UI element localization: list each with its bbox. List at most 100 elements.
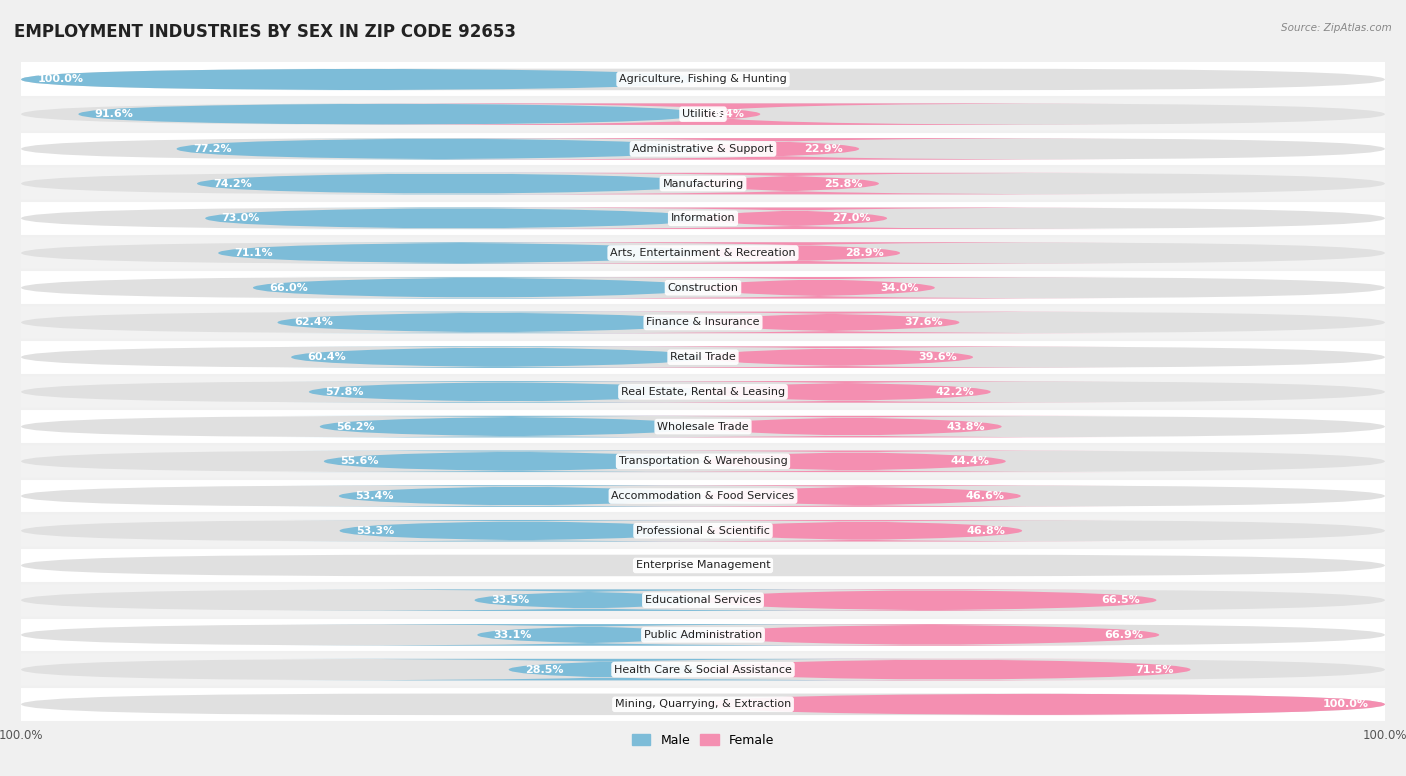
Text: Finance & Insurance: Finance & Insurance (647, 317, 759, 327)
FancyBboxPatch shape (568, 381, 1126, 403)
FancyBboxPatch shape (218, 242, 703, 264)
FancyBboxPatch shape (79, 103, 703, 125)
Text: Retail Trade: Retail Trade (671, 352, 735, 362)
Text: 60.4%: 60.4% (308, 352, 346, 362)
Text: Utilities: Utilities (682, 109, 724, 120)
FancyBboxPatch shape (280, 451, 747, 472)
Text: Educational Services: Educational Services (645, 595, 761, 605)
FancyBboxPatch shape (21, 694, 1385, 715)
Bar (21, 375, 1385, 409)
FancyBboxPatch shape (253, 277, 703, 299)
Text: 71.1%: 71.1% (235, 248, 273, 258)
Bar (21, 479, 1385, 514)
FancyBboxPatch shape (21, 242, 1385, 264)
Text: Source: ZipAtlas.com: Source: ZipAtlas.com (1281, 23, 1392, 33)
Text: 46.6%: 46.6% (966, 491, 1004, 501)
Text: 100.0%: 100.0% (38, 74, 83, 85)
Text: 27.0%: 27.0% (832, 213, 870, 223)
FancyBboxPatch shape (456, 173, 1126, 194)
FancyBboxPatch shape (703, 624, 1159, 646)
FancyBboxPatch shape (21, 624, 1385, 646)
Bar (21, 62, 1385, 97)
Text: Real Estate, Rental & Leasing: Real Estate, Rental & Leasing (621, 387, 785, 397)
FancyBboxPatch shape (537, 312, 1126, 333)
FancyBboxPatch shape (583, 451, 1126, 472)
Text: Transportation & Warehousing: Transportation & Warehousing (619, 456, 787, 466)
FancyBboxPatch shape (21, 381, 1385, 403)
Bar (21, 514, 1385, 548)
FancyBboxPatch shape (21, 173, 1385, 194)
FancyBboxPatch shape (21, 277, 1385, 299)
Text: Manufacturing: Manufacturing (662, 178, 744, 189)
Text: Wholesale Trade: Wholesale Trade (657, 421, 749, 431)
Text: Administrative & Support: Administrative & Support (633, 144, 773, 154)
FancyBboxPatch shape (21, 590, 1385, 611)
FancyBboxPatch shape (21, 312, 1385, 333)
FancyBboxPatch shape (21, 416, 1385, 438)
FancyBboxPatch shape (197, 173, 703, 194)
Text: 46.8%: 46.8% (967, 526, 1005, 535)
Legend: Male, Female: Male, Female (627, 729, 779, 752)
Text: 8.4%: 8.4% (713, 109, 744, 120)
FancyBboxPatch shape (21, 138, 1385, 160)
FancyBboxPatch shape (280, 590, 897, 611)
FancyBboxPatch shape (579, 416, 1126, 438)
FancyBboxPatch shape (177, 138, 703, 160)
Text: EMPLOYMENT INDUSTRIES BY SEX IN ZIP CODE 92653: EMPLOYMENT INDUSTRIES BY SEX IN ZIP CODE… (14, 23, 516, 41)
FancyBboxPatch shape (21, 485, 1385, 507)
FancyBboxPatch shape (280, 346, 714, 368)
Bar (21, 97, 1385, 131)
FancyBboxPatch shape (280, 416, 742, 438)
FancyBboxPatch shape (598, 485, 1126, 507)
Text: 100.0%: 100.0% (1323, 699, 1368, 709)
Bar (21, 444, 1385, 479)
Text: 66.9%: 66.9% (1104, 630, 1143, 640)
Text: 55.6%: 55.6% (340, 456, 378, 466)
Text: Construction: Construction (668, 282, 738, 293)
FancyBboxPatch shape (280, 520, 762, 542)
FancyBboxPatch shape (477, 242, 1126, 264)
FancyBboxPatch shape (21, 451, 1385, 472)
Text: 77.2%: 77.2% (193, 144, 232, 154)
FancyBboxPatch shape (436, 138, 1126, 160)
FancyBboxPatch shape (21, 68, 703, 90)
FancyBboxPatch shape (280, 381, 731, 403)
Bar (21, 166, 1385, 201)
Text: 66.0%: 66.0% (270, 282, 308, 293)
Text: 74.2%: 74.2% (214, 178, 252, 189)
FancyBboxPatch shape (280, 659, 931, 681)
Bar (21, 618, 1385, 653)
FancyBboxPatch shape (21, 103, 1385, 125)
Text: 34.0%: 34.0% (880, 282, 918, 293)
Bar (21, 409, 1385, 444)
Text: 66.5%: 66.5% (1101, 595, 1140, 605)
FancyBboxPatch shape (21, 555, 1385, 577)
Bar (21, 583, 1385, 618)
Text: 25.8%: 25.8% (824, 178, 862, 189)
Text: 56.2%: 56.2% (336, 421, 375, 431)
Text: Professional & Scientific: Professional & Scientific (636, 526, 770, 535)
Text: 57.8%: 57.8% (325, 387, 364, 397)
FancyBboxPatch shape (21, 207, 1385, 229)
FancyBboxPatch shape (21, 68, 1385, 90)
Bar (21, 201, 1385, 236)
FancyBboxPatch shape (464, 207, 1126, 229)
FancyBboxPatch shape (703, 659, 1191, 681)
Text: 39.6%: 39.6% (918, 352, 956, 362)
Text: Information: Information (671, 213, 735, 223)
Text: 73.0%: 73.0% (222, 213, 260, 223)
Text: 71.5%: 71.5% (1136, 664, 1174, 674)
Bar (21, 687, 1385, 722)
Bar (21, 340, 1385, 375)
Text: Mining, Quarrying, & Extraction: Mining, Quarrying, & Extraction (614, 699, 792, 709)
FancyBboxPatch shape (21, 659, 1385, 681)
FancyBboxPatch shape (599, 520, 1126, 542)
Text: Enterprise Management: Enterprise Management (636, 560, 770, 570)
Text: 53.4%: 53.4% (356, 491, 394, 501)
Bar (21, 270, 1385, 305)
Text: 28.9%: 28.9% (845, 248, 884, 258)
FancyBboxPatch shape (21, 346, 1385, 368)
Text: 44.4%: 44.4% (950, 456, 990, 466)
FancyBboxPatch shape (703, 590, 1157, 611)
Text: Health Care & Social Assistance: Health Care & Social Assistance (614, 664, 792, 674)
